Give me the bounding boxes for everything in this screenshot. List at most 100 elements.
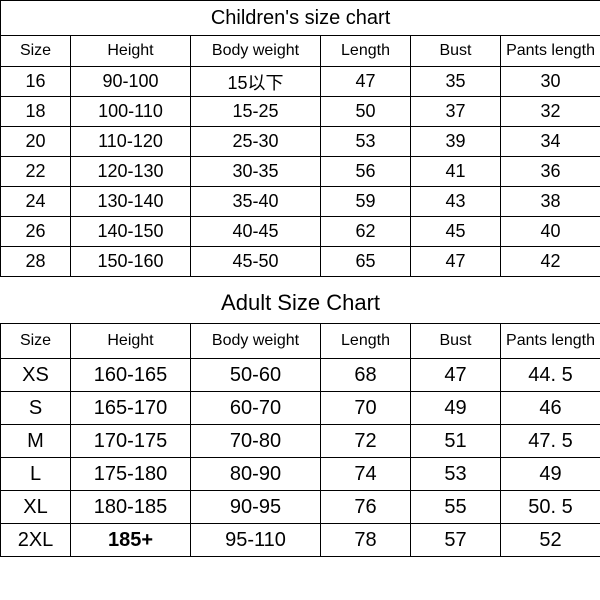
cell: 72 (321, 425, 411, 458)
cell: 45-50 (191, 247, 321, 277)
children-title-row: Children's size chart (1, 1, 600, 36)
cell: 40-45 (191, 217, 321, 247)
cell: 35 (411, 67, 501, 97)
cell: 74 (321, 458, 411, 491)
cell: 15-25 (191, 97, 321, 127)
col-header-size: Size (1, 324, 71, 359)
cell: 56 (321, 157, 411, 187)
cell: 39 (411, 127, 501, 157)
cell: 2XL (1, 524, 71, 557)
table-row: 24 130-140 35-40 59 43 38 (1, 187, 600, 217)
cell: 50. 5 (501, 491, 600, 524)
cell: 49 (501, 458, 600, 491)
cell: 50-60 (191, 359, 321, 392)
cell: 68 (321, 359, 411, 392)
cell: 47. 5 (501, 425, 600, 458)
cell: 70 (321, 392, 411, 425)
cell: 15以下 (191, 67, 321, 97)
cell: 24 (1, 187, 71, 217)
table-row: S 165-170 60-70 70 49 46 (1, 392, 600, 425)
cell: 165-170 (71, 392, 191, 425)
cell: 44. 5 (501, 359, 600, 392)
cell: 100-110 (71, 97, 191, 127)
table-row: XS 160-165 50-60 68 47 44. 5 (1, 359, 600, 392)
cell: 18 (1, 97, 71, 127)
cell: 130-140 (71, 187, 191, 217)
cell: 25-30 (191, 127, 321, 157)
cell: 90-95 (191, 491, 321, 524)
table-row: 22 120-130 30-35 56 41 36 (1, 157, 600, 187)
table-row: M 170-175 70-80 72 51 47. 5 (1, 425, 600, 458)
cell: 160-165 (71, 359, 191, 392)
table-row: 2XL 185+ 95-110 78 57 52 (1, 524, 600, 557)
cell: 16 (1, 67, 71, 97)
col-header-pants: Pants length (501, 36, 600, 67)
cell: 47 (411, 359, 501, 392)
cell: 90-100 (71, 67, 191, 97)
cell: 30-35 (191, 157, 321, 187)
cell: 47 (321, 67, 411, 97)
children-title: Children's size chart (1, 1, 600, 36)
cell: 65 (321, 247, 411, 277)
cell: 42 (501, 247, 600, 277)
cell: 22 (1, 157, 71, 187)
adult-title: Adult Size Chart (1, 283, 600, 324)
table-row: 26 140-150 40-45 62 45 40 (1, 217, 600, 247)
cell: 57 (411, 524, 501, 557)
cell: 32 (501, 97, 600, 127)
table-row: L 175-180 80-90 74 53 49 (1, 458, 600, 491)
cell: 180-185 (71, 491, 191, 524)
cell: 20 (1, 127, 71, 157)
cell: 60-70 (191, 392, 321, 425)
cell: 55 (411, 491, 501, 524)
cell: 50 (321, 97, 411, 127)
col-header-height: Height (71, 36, 191, 67)
cell: 95-110 (191, 524, 321, 557)
children-header-row: Size Height Body weight Length Bust Pant… (1, 36, 600, 67)
cell: 46 (501, 392, 600, 425)
cell: 53 (411, 458, 501, 491)
cell: 43 (411, 187, 501, 217)
cell: 80-90 (191, 458, 321, 491)
cell: 78 (321, 524, 411, 557)
cell: 52 (501, 524, 600, 557)
cell: 26 (1, 217, 71, 247)
table-row: XL 180-185 90-95 76 55 50. 5 (1, 491, 600, 524)
table-row: 20 110-120 25-30 53 39 34 (1, 127, 600, 157)
col-header-bust: Bust (411, 324, 501, 359)
cell: 170-175 (71, 425, 191, 458)
cell: 36 (501, 157, 600, 187)
cell: XL (1, 491, 71, 524)
cell: 140-150 (71, 217, 191, 247)
cell: 51 (411, 425, 501, 458)
cell: 30 (501, 67, 600, 97)
cell: S (1, 392, 71, 425)
cell: M (1, 425, 71, 458)
adult-size-table: Adult Size Chart Size Height Body weight… (0, 283, 600, 557)
cell: 28 (1, 247, 71, 277)
cell: 45 (411, 217, 501, 247)
cell: 41 (411, 157, 501, 187)
cell: 120-130 (71, 157, 191, 187)
cell: 59 (321, 187, 411, 217)
cell: 185+ (71, 524, 191, 557)
cell: 175-180 (71, 458, 191, 491)
col-header-pants: Pants length (501, 324, 600, 359)
cell: 62 (321, 217, 411, 247)
cell: 47 (411, 247, 501, 277)
cell: XS (1, 359, 71, 392)
cell: 49 (411, 392, 501, 425)
cell: 38 (501, 187, 600, 217)
col-header-height: Height (71, 324, 191, 359)
cell: 34 (501, 127, 600, 157)
cell: L (1, 458, 71, 491)
cell: 76 (321, 491, 411, 524)
table-row: 28 150-160 45-50 65 47 42 (1, 247, 600, 277)
table-row: 16 90-100 15以下 47 35 30 (1, 67, 600, 97)
children-size-table: Children's size chart Size Height Body w… (0, 0, 600, 277)
cell: 150-160 (71, 247, 191, 277)
col-header-size: Size (1, 36, 71, 67)
adult-header-row: Size Height Body weight Length Bust Pant… (1, 324, 600, 359)
cell: 110-120 (71, 127, 191, 157)
cell: 53 (321, 127, 411, 157)
